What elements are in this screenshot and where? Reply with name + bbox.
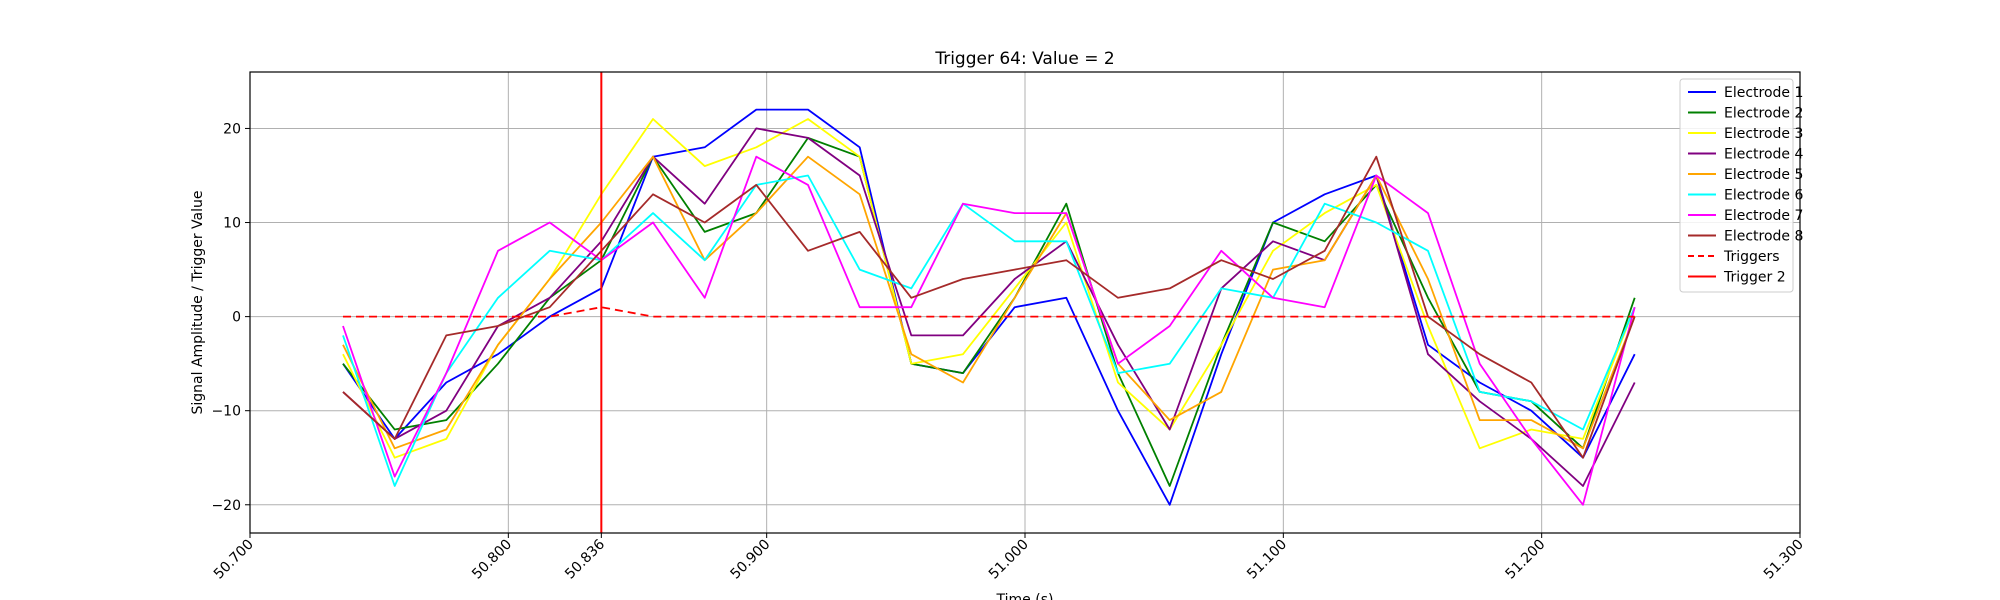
y-axis-ticks: −20 −10 0 10 20: [211, 121, 250, 514]
chart-title: Trigger 64: Value = 2: [934, 49, 1114, 69]
series-line-electrode-7: [342, 155, 1636, 506]
series-line-triggers: [343, 306, 1635, 318]
legend-entry-label: Electrode 4: [1724, 147, 1803, 163]
y-tick-label: 0: [232, 310, 241, 326]
series-line-electrode-4: [342, 127, 1636, 487]
y-tick-label: 10: [223, 216, 241, 232]
y-axis-label: Signal Amplitude / Trigger Value: [190, 191, 206, 415]
series-line-electrode-2: [342, 136, 1636, 487]
legend-entry-label: Electrode 5: [1724, 167, 1803, 183]
legend-entry-label: Electrode 1: [1724, 85, 1803, 101]
x-tick-label: 51.000: [986, 537, 1032, 583]
y-tick-label: −20: [211, 498, 241, 514]
series-line-electrode-5: [342, 155, 1636, 450]
x-tick-label: 50.800: [469, 537, 515, 583]
series-line-electrode-3: [342, 118, 1636, 459]
legend-entry-label: Electrode 8: [1724, 229, 1803, 245]
y-tick-label: −10: [211, 404, 241, 420]
plot-series: [342, 108, 1636, 506]
legend-entry-label: Trigger 2: [1723, 270, 1786, 286]
x-tick-label: 50.836: [562, 536, 608, 582]
x-tick-label: 50.900: [728, 537, 774, 583]
legend-entry-label: Electrode 2: [1724, 106, 1803, 122]
legend-entry-label: Electrode 6: [1724, 188, 1803, 204]
legend: Electrode 1 Electrode 2 Electrode 3 Electro…: [1679, 78, 1803, 293]
legend-entry-label: Electrode 3: [1724, 126, 1803, 142]
y-tick-label: 20: [223, 121, 241, 137]
x-tick-label: 51.200: [1503, 537, 1549, 583]
x-axis-ticks: 50.700 50.800 50.836 50.900 51.000 51.100 51.2…: [211, 533, 1807, 582]
x-axis-label: Time (s): [996, 592, 1054, 600]
series-line-electrode-8: [342, 155, 1636, 459]
series-line-electrode-6: [342, 174, 1636, 487]
x-tick-label: 50.700: [211, 537, 257, 583]
x-tick-label: 51.100: [1244, 537, 1290, 583]
grid: [250, 72, 1800, 533]
legend-entry-label: Electrode 7: [1724, 208, 1803, 224]
legend-entry-label: Triggers: [1723, 249, 1780, 265]
x-tick-label: 51.300: [1761, 537, 1807, 583]
